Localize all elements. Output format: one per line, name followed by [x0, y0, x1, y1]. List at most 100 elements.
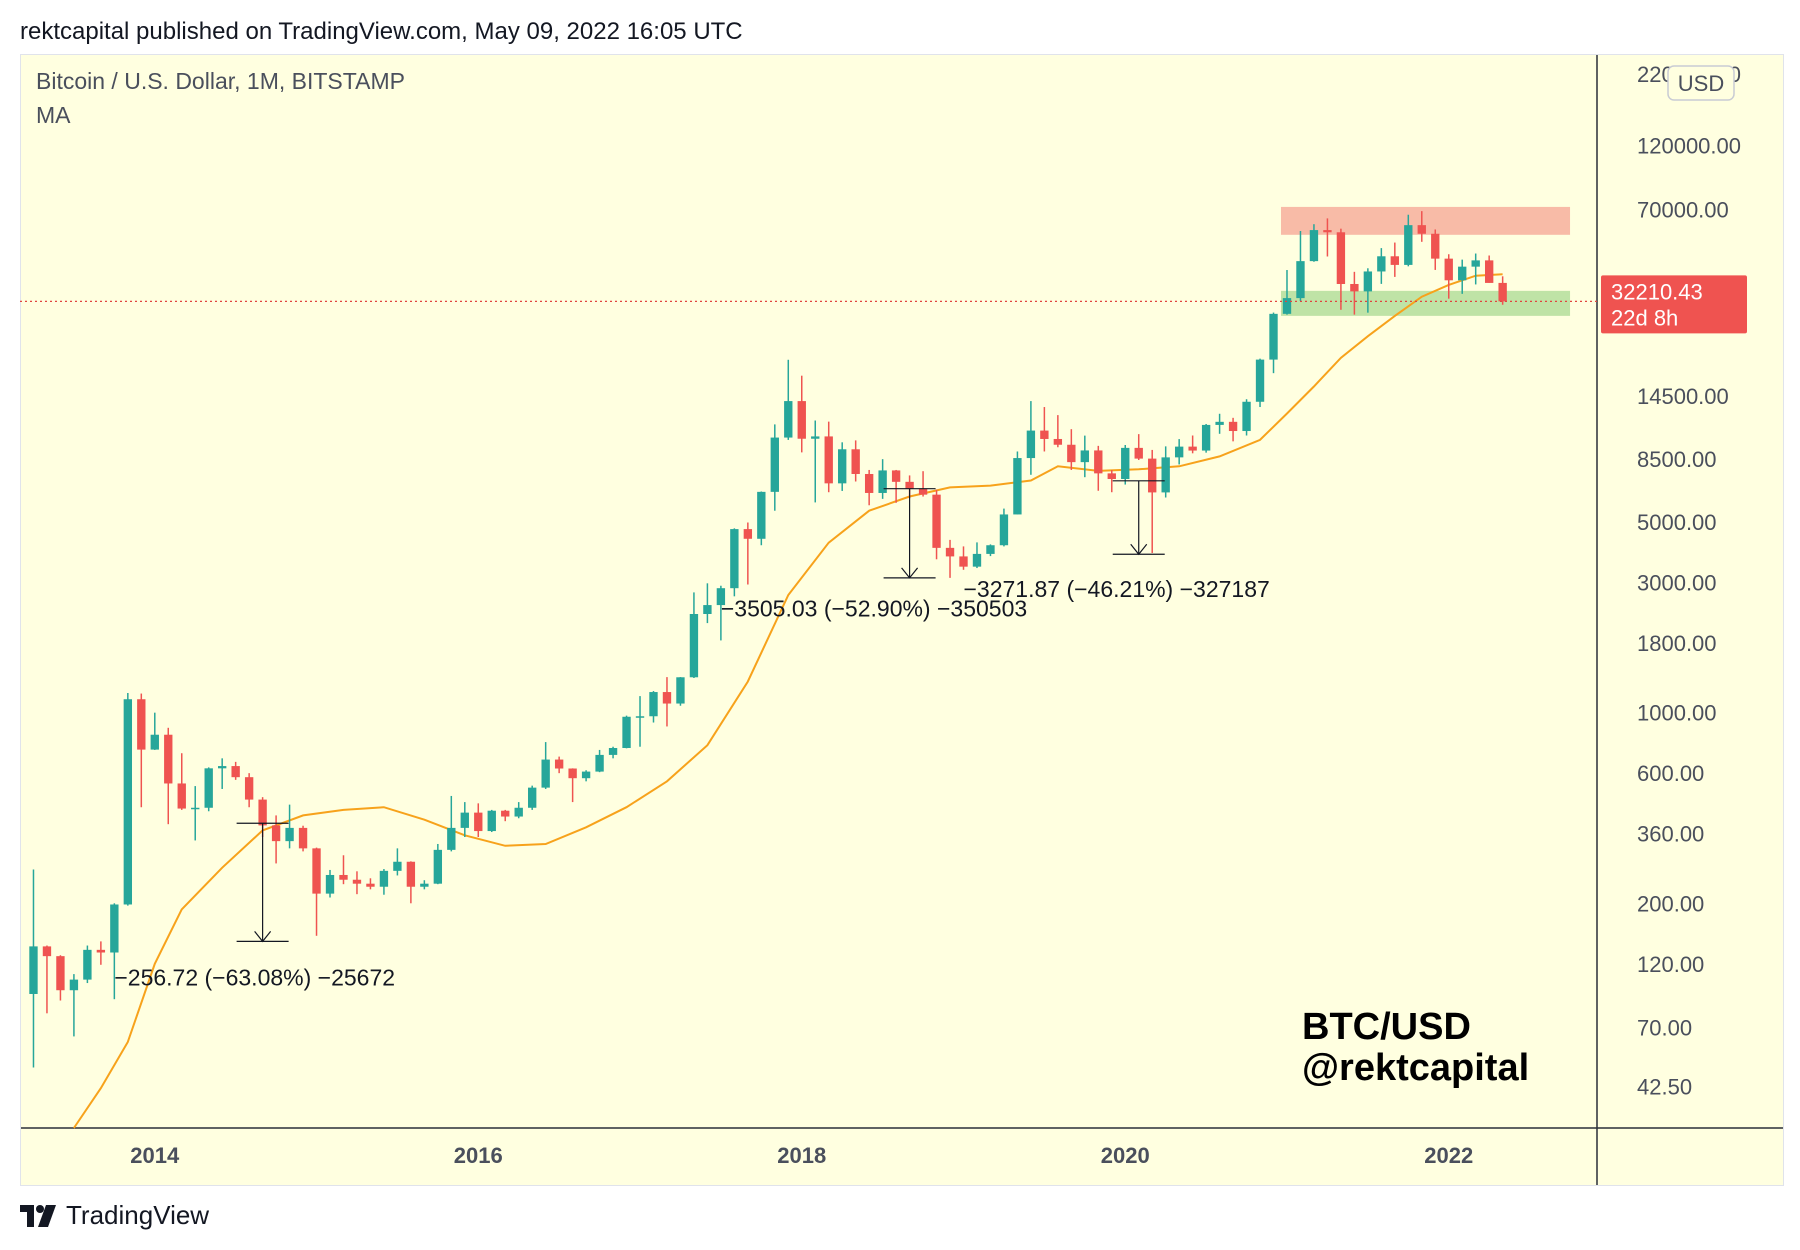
measure-tool-3[interactable]: −3271.87 (−46.21%) −327187	[964, 480, 1270, 602]
candle-body	[56, 956, 65, 991]
candle-2016-03	[501, 809, 510, 822]
candle-body	[649, 692, 658, 717]
candle-body	[1228, 421, 1238, 432]
candle-body	[1350, 283, 1359, 292]
candle-2014-07	[231, 761, 240, 780]
candle-2013-07	[69, 974, 79, 1037]
candle-2021-08	[1377, 248, 1386, 284]
candle-2015-07	[393, 848, 402, 876]
candle-2020-05	[1174, 439, 1184, 465]
candle-2018-12	[945, 539, 955, 578]
candle-body	[1269, 313, 1278, 360]
legend-symbol: Bitcoin / U.S. Dollar, 1M, BITSTAMP	[36, 68, 405, 94]
candle-2022-05	[1498, 276, 1507, 305]
candle-body	[1080, 450, 1089, 463]
candle-2021-09	[1390, 242, 1399, 277]
candle-2015-10	[433, 843, 443, 885]
candle-2015-04	[352, 871, 362, 895]
x-tick-label: 2022	[1424, 1143, 1473, 1168]
candle-body	[1471, 260, 1480, 267]
candle-body	[1309, 230, 1319, 262]
y-tick-label: 120.00	[1637, 952, 1704, 977]
candle-body	[258, 799, 267, 826]
watermark-pair: BTC/USD	[1302, 1006, 1471, 1048]
measure-label: −3505.03 (−52.90%) −350503	[721, 596, 1027, 622]
measure-tool-2[interactable]: −3505.03 (−52.90%) −350503	[721, 488, 1027, 622]
time-axis-background	[20, 1128, 1597, 1186]
candle-body	[501, 810, 510, 817]
candle-body	[271, 825, 281, 842]
candle-body	[689, 613, 699, 678]
chart-panel[interactable]: −256.72 (−63.08%) −25672 −3505.03 (−52.90…	[20, 54, 1784, 1186]
measure-tool-1[interactable]: −256.72 (−63.08%) −25672	[114, 822, 395, 990]
candle-2013-10	[110, 903, 119, 1000]
candle-2020-12	[1269, 312, 1278, 374]
candle-body	[406, 861, 416, 887]
candle-body	[932, 494, 941, 548]
candle-body	[999, 514, 1009, 546]
candle-2013-12	[137, 693, 146, 808]
candle-body	[366, 883, 375, 887]
candle-2016-05	[528, 785, 537, 810]
y-tick-label: 600.00	[1637, 761, 1704, 786]
candle-body	[177, 783, 186, 809]
candle-body	[42, 946, 52, 957]
candle-body	[959, 556, 968, 567]
candle-body	[568, 768, 577, 779]
candle-body	[662, 692, 672, 704]
y-tick-label: 5000.00	[1637, 510, 1717, 535]
candle-body	[595, 754, 604, 772]
candle-body	[1282, 298, 1292, 314]
candle-2021-10	[1404, 214, 1413, 267]
y-tick-label: 360.00	[1637, 822, 1704, 847]
legend-ma: MA	[36, 102, 71, 128]
candle-body	[1134, 447, 1143, 459]
candle-body	[433, 849, 443, 884]
candle-body	[743, 529, 753, 539]
candle-body	[851, 449, 860, 474]
price-axis-background	[1597, 54, 1784, 1128]
candle-2021-05	[1336, 228, 1346, 310]
candle-2020-11	[1255, 358, 1265, 408]
candle-2017-10	[757, 491, 766, 546]
last-price-value: 32210.43	[1611, 279, 1703, 304]
candle-2018-01	[797, 375, 806, 453]
candle-body	[110, 904, 119, 953]
currency-label: USD	[1678, 71, 1724, 96]
y-tick-label: 200.00	[1637, 891, 1704, 916]
price-chart[interactable]: −256.72 (−63.08%) −25672 −3505.03 (−52.90…	[20, 54, 1784, 1186]
candle-2013-05	[42, 945, 52, 1014]
tradingview-brand[interactable]: TradingView	[66, 1200, 210, 1230]
candle-body	[447, 827, 456, 850]
candle-body	[554, 759, 564, 769]
candle-body	[1053, 438, 1063, 445]
candle-2017-03	[662, 677, 672, 727]
candle-body	[1336, 232, 1346, 284]
candle-2019-09	[1067, 429, 1076, 470]
candle-2019-08	[1053, 415, 1063, 448]
candle-2018-05	[851, 440, 860, 482]
candle-body	[581, 771, 591, 779]
candle-body	[1484, 260, 1494, 283]
currency-badge[interactable]: USD	[1667, 65, 1735, 101]
candle-2018-10	[918, 471, 928, 497]
candle-body	[191, 807, 200, 810]
candle-body	[96, 949, 106, 953]
candle-2021-02	[1296, 230, 1305, 302]
candle-body	[676, 677, 685, 704]
candle-2016-04	[514, 802, 523, 819]
candle-2013-09	[96, 941, 106, 965]
candle-2018-11	[932, 489, 941, 560]
candle-2019-07	[1040, 407, 1049, 452]
candle-body	[1431, 233, 1440, 259]
candle-2015-12	[460, 802, 469, 838]
candle-2014-01	[150, 712, 159, 750]
candle-2014-11	[285, 804, 294, 849]
candle-body	[325, 874, 335, 894]
candle-body	[1498, 282, 1507, 302]
candle-2017-05	[689, 592, 699, 678]
candle-2021-12	[1431, 229, 1440, 270]
candle-2019-12	[1107, 470, 1116, 493]
candle-body	[797, 401, 806, 439]
candle-body	[1107, 473, 1116, 479]
